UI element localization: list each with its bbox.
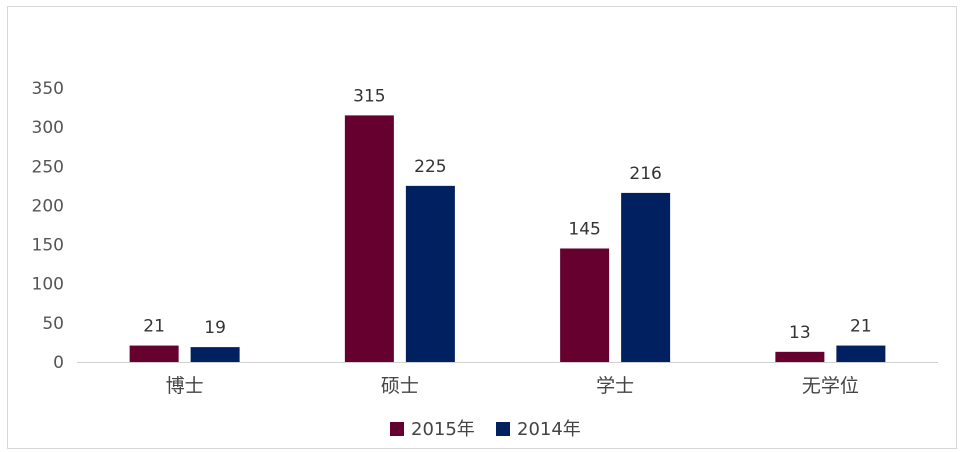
chart-frame bbox=[7, 6, 957, 449]
legend-label: 2015年 bbox=[411, 419, 475, 440]
bar bbox=[405, 185, 455, 362]
bar bbox=[621, 192, 671, 362]
y-tick-label: 300 bbox=[32, 118, 64, 138]
category-label: 硕士 bbox=[381, 375, 419, 397]
y-tick-label: 50 bbox=[42, 314, 64, 334]
legend: 2015年 2014年 bbox=[390, 419, 581, 440]
data-label: 13 bbox=[789, 323, 811, 343]
y-tick-label: 0 bbox=[53, 353, 64, 373]
bar bbox=[344, 115, 394, 363]
bars: 21 19 315 225 145 216 13 21 bbox=[129, 86, 886, 363]
category-label: 博士 bbox=[166, 375, 204, 397]
bar bbox=[775, 351, 825, 362]
y-axis: 0 50 100 150 200 250 300 350 bbox=[32, 79, 64, 373]
category-label: 无学位 bbox=[802, 375, 859, 397]
bar bbox=[129, 345, 179, 362]
y-tick-label: 150 bbox=[32, 236, 64, 256]
category-label: 学士 bbox=[596, 375, 634, 397]
data-label: 216 bbox=[629, 164, 661, 184]
legend-swatch bbox=[496, 422, 510, 436]
bar bbox=[836, 345, 886, 362]
y-tick-label: 350 bbox=[32, 79, 64, 99]
y-tick-label: 200 bbox=[32, 196, 64, 216]
data-label: 19 bbox=[204, 318, 226, 338]
x-axis: 博士 硕士 学士 无学位 bbox=[77, 362, 938, 397]
data-label: 225 bbox=[414, 157, 446, 177]
y-tick-label: 100 bbox=[32, 275, 64, 295]
bar bbox=[560, 248, 610, 362]
data-label: 145 bbox=[568, 219, 600, 239]
data-label: 21 bbox=[850, 317, 872, 337]
data-label: 315 bbox=[353, 86, 385, 106]
legend-label: 2014年 bbox=[517, 419, 581, 440]
y-tick-label: 250 bbox=[32, 157, 64, 177]
legend-swatch bbox=[390, 422, 404, 436]
bar bbox=[190, 347, 240, 362]
data-label: 21 bbox=[143, 317, 165, 337]
